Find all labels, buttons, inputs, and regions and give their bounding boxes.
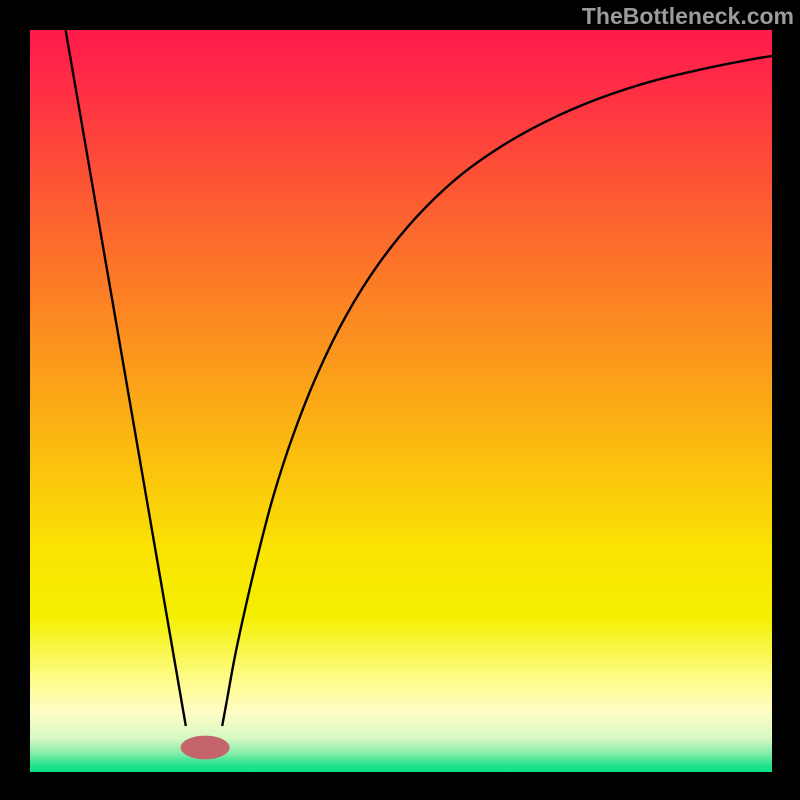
plot-background — [30, 30, 772, 772]
chart-root: TheBottleneck.com — [0, 0, 800, 800]
plot-area — [30, 30, 772, 772]
watermark-text: TheBottleneck.com — [582, 3, 794, 30]
minimum-marker — [181, 736, 230, 760]
